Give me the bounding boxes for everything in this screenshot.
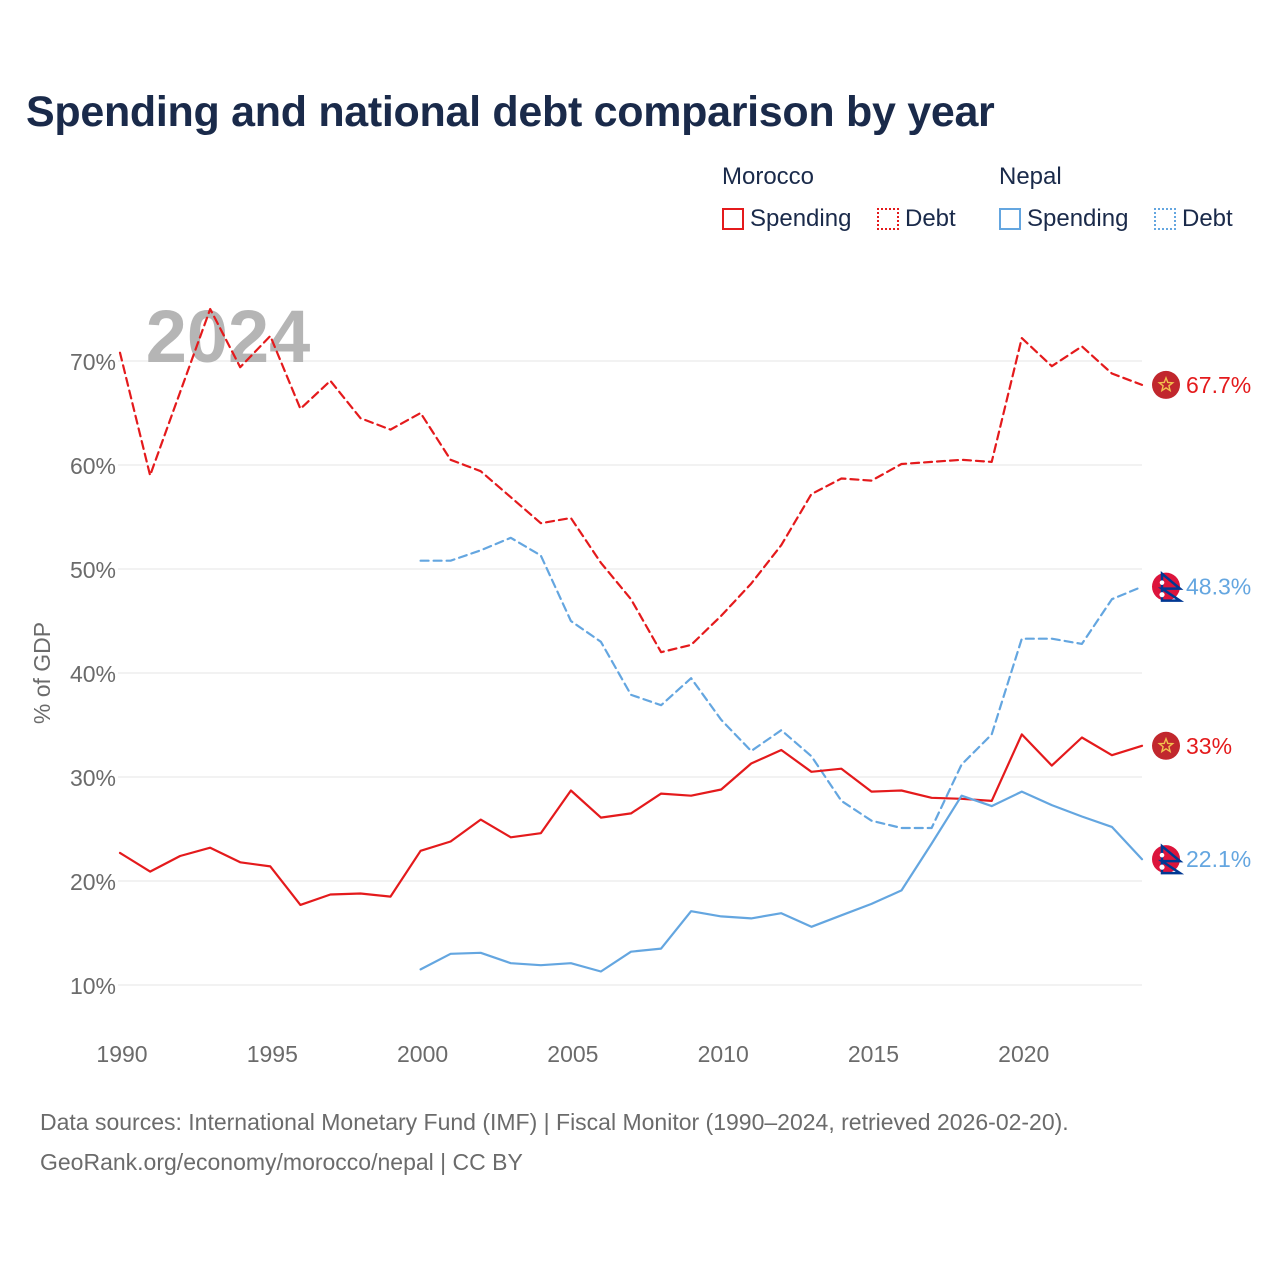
nepal-flag-icon: [1152, 843, 1185, 875]
flag-disc: [1152, 731, 1180, 760]
morocco-debt-line: [118, 307, 1144, 654]
nepal-debt-end-label: 48.3%: [1186, 574, 1251, 600]
legend-item-label: Debt: [905, 205, 956, 232]
legend-swatch-solid-icon: [999, 208, 1021, 230]
morocco-debt-end-label: 67.7%: [1186, 372, 1251, 398]
source-url[interactable]: GeoRank.org/economy/morocco/nepal | CC B…: [40, 1149, 523, 1175]
legend-item-morocco-spending[interactable]: Spending: [722, 205, 851, 233]
y-tick-label: 60%: [70, 453, 116, 479]
year-watermark: 2024: [146, 295, 311, 378]
legend-group-nepal: Nepal Spending Debt: [999, 163, 1259, 243]
nepal-spending-line: [419, 790, 1144, 973]
legend-item-nepal-debt[interactable]: Debt: [1154, 205, 1233, 233]
flag-moon: [1159, 580, 1165, 585]
x-tick-label: 1995: [247, 1041, 298, 1067]
flag-moon: [1159, 852, 1165, 858]
nepal-spending-end-label: 22.1%: [1186, 846, 1251, 872]
x-tick-label: 2000: [397, 1041, 448, 1067]
x-tick-label: 1990: [96, 1041, 147, 1067]
flag-sun: [1159, 864, 1165, 870]
grid-layer: [118, 360, 1142, 986]
flag-sun: [1159, 592, 1165, 598]
x-tick-label: 2020: [998, 1041, 1049, 1067]
flag-disc: [1152, 845, 1180, 874]
legend-item-label: Spending: [750, 205, 852, 232]
legend-group-morocco: Morocco Spending Debt: [722, 163, 972, 243]
nepal-debt-line: [419, 536, 1144, 830]
x-tick-label: 2005: [547, 1041, 598, 1067]
legend-item-nepal-spending[interactable]: Spending: [999, 205, 1128, 233]
legend-swatch-solid-icon: [722, 208, 744, 230]
morocco-flag-icon: [1152, 731, 1180, 760]
morocco-spending-line: [118, 733, 1144, 907]
y-tick-label: 50%: [70, 557, 116, 583]
legend-country-label: Morocco: [722, 163, 815, 190]
legend-item-label: Spending: [1027, 205, 1129, 232]
data-source-note: Data sources: International Monetary Fun…: [40, 1109, 1069, 1135]
flag-star: [1157, 736, 1175, 754]
flag-star: [1157, 375, 1175, 393]
y-tick-label: 70%: [70, 349, 116, 375]
legend-item-morocco-debt[interactable]: Debt: [877, 205, 956, 233]
series-layer: [118, 307, 1144, 973]
chart-title: Spending and national debt comparison by…: [26, 88, 995, 136]
y-tick-label: 20%: [70, 869, 116, 895]
morocco-spending-end-label: 33%: [1186, 733, 1232, 759]
y-tick-label: 40%: [70, 661, 116, 687]
x-tick-label: 2015: [848, 1041, 899, 1067]
nepal-flag-icon: [1152, 571, 1185, 602]
y-axis-label: % of GDP: [29, 622, 55, 724]
legend-item-label: Debt: [1182, 205, 1233, 232]
legend-swatch-dotted-icon: [877, 208, 899, 230]
flag-disc: [1152, 572, 1180, 601]
morocco-flag-icon: [1152, 370, 1180, 399]
flag-disc: [1152, 370, 1180, 399]
legend-swatch-dotted-icon: [1154, 208, 1176, 230]
end-label-layer: 67.7% 48.3% 33% 22.1%: [1152, 370, 1251, 875]
y-tick-label: 10%: [70, 973, 116, 999]
legend-country-label: Nepal: [999, 163, 1062, 190]
axis-layer: 10% 20% 30% 40% 50% 60% 70% 1990 1995 2000 2005 201…: [70, 349, 1049, 1067]
y-tick-label: 30%: [70, 765, 116, 791]
x-tick-label: 2010: [698, 1041, 749, 1067]
